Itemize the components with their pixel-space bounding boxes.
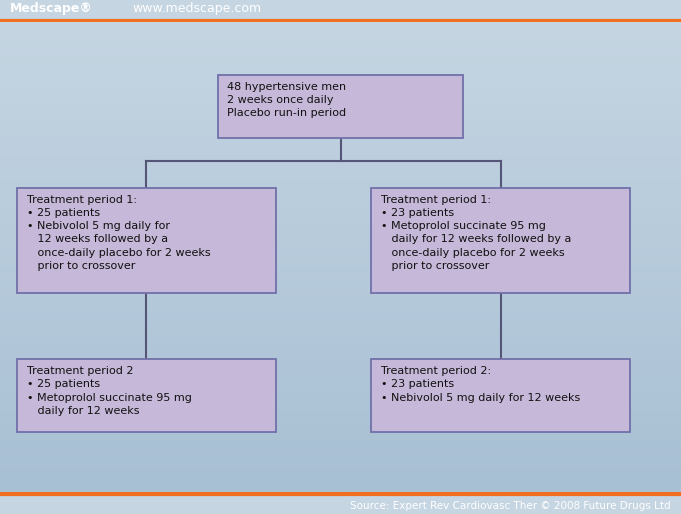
Text: Treatment period 2:
• 23 patients
• Nebivolol 5 mg daily for 12 weeks: Treatment period 2: • 23 patients • Nebi… (381, 366, 580, 402)
Text: Treatment period 1:
• 23 patients
• Metoprolol succinate 95 mg
   daily for 12 w: Treatment period 1: • 23 patients • Meto… (381, 195, 571, 271)
FancyBboxPatch shape (371, 359, 630, 432)
FancyBboxPatch shape (218, 75, 463, 138)
Text: Medscape®: Medscape® (10, 2, 93, 15)
Text: Source: Expert Rev Cardiovasc Ther © 2008 Future Drugs Ltd: Source: Expert Rev Cardiovasc Ther © 200… (350, 501, 671, 510)
Text: Treatment period 2
• 25 patients
• Metoprolol succinate 95 mg
   daily for 12 we: Treatment period 2 • 25 patients • Metop… (27, 366, 191, 416)
Text: Treatment period 1:
• 25 patients
• Nebivolol 5 mg daily for
   12 weeks followe: Treatment period 1: • 25 patients • Nebi… (27, 195, 210, 271)
Text: 48 hypertensive men
2 weeks once daily
Placebo run-in period: 48 hypertensive men 2 weeks once daily P… (227, 82, 347, 118)
FancyBboxPatch shape (17, 188, 276, 293)
Text: www.medscape.com: www.medscape.com (133, 2, 262, 15)
FancyBboxPatch shape (371, 188, 630, 293)
FancyBboxPatch shape (17, 359, 276, 432)
